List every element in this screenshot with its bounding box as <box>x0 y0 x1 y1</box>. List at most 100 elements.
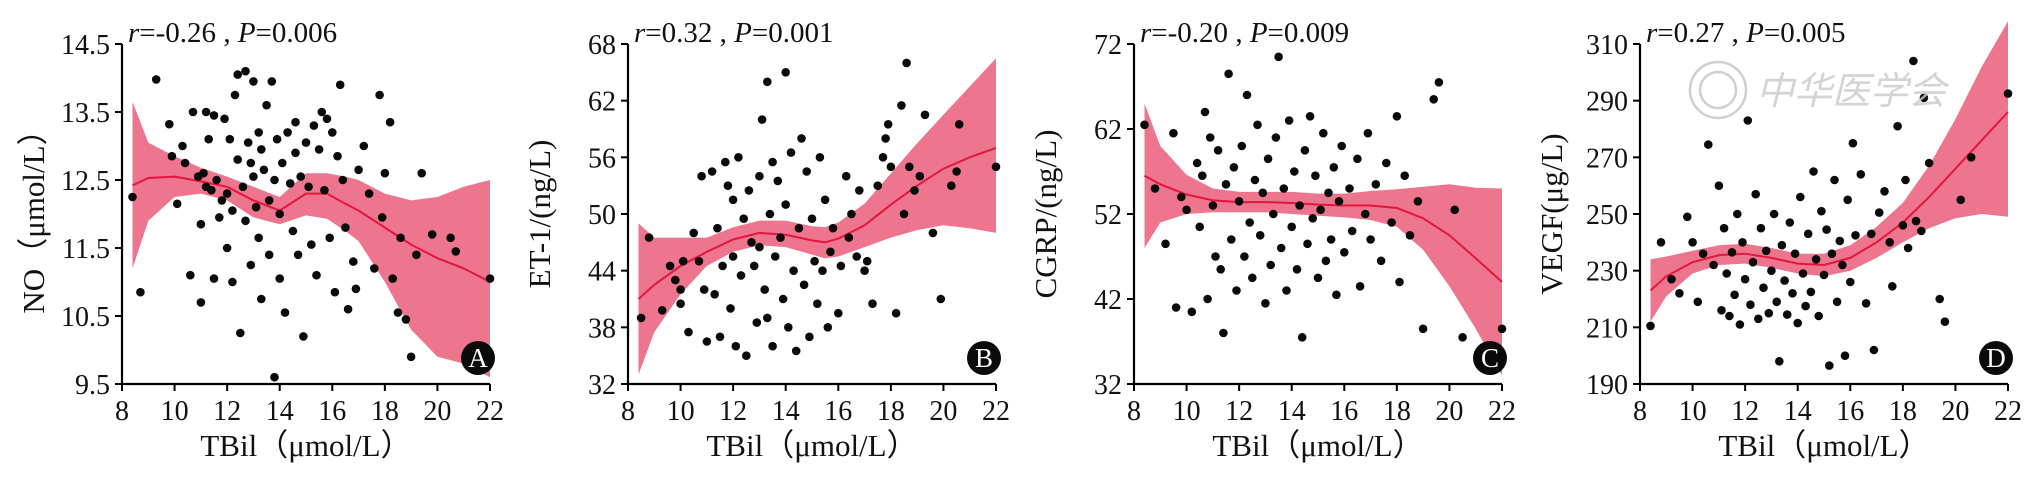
data-point <box>1150 184 1160 193</box>
y-tick-label: 62 <box>1094 115 1122 146</box>
stat-annotation: r=0.27 , P=0.005 <box>1646 17 1845 49</box>
data-point <box>1840 351 1850 361</box>
data-point <box>805 332 814 342</box>
data-point <box>1656 238 1666 247</box>
data-point <box>1224 69 1233 79</box>
data-point <box>1195 222 1204 232</box>
data-point <box>1248 273 1257 283</box>
x-tick-label: 14 <box>772 396 800 427</box>
data-point <box>1880 187 1889 196</box>
data-point <box>278 158 287 168</box>
data-point <box>222 189 232 198</box>
stat-stat-sep: , <box>712 17 734 49</box>
data-point <box>349 257 358 266</box>
data-point <box>1295 201 1304 210</box>
data-point <box>1735 320 1745 329</box>
data-point <box>1751 189 1760 199</box>
data-point <box>1355 282 1365 291</box>
stat-stat-p-value: =0.001 <box>752 17 834 49</box>
data-point <box>1917 226 1926 236</box>
data-point <box>1775 357 1784 366</box>
data-point <box>201 107 211 117</box>
stat-annotation: r=-0.26 , P=0.006 <box>128 17 337 49</box>
y-tick-label: 44 <box>588 257 616 288</box>
y-tick-label: 310 <box>1586 30 1628 61</box>
data-point <box>1746 300 1755 310</box>
data-point <box>671 275 680 285</box>
x-tick-label: 16 <box>1836 396 1864 427</box>
x-tick-label: 8 <box>621 396 635 427</box>
data-point <box>1290 167 1299 176</box>
data-point <box>1200 107 1210 117</box>
x-tick-label: 16 <box>824 396 852 427</box>
data-point <box>359 141 369 151</box>
data-point <box>1780 276 1789 285</box>
data-point <box>1227 235 1236 244</box>
data-point <box>338 175 348 185</box>
data-point <box>1733 209 1742 219</box>
panel-badge-label: A <box>468 343 488 373</box>
data-point <box>1187 307 1197 317</box>
stat-stat-sep: , <box>1724 17 1746 49</box>
x-tick-label: 10 <box>1679 396 1707 427</box>
data-point <box>752 318 762 327</box>
data-point <box>910 186 919 195</box>
x-tick-label: 16 <box>318 396 346 427</box>
x-tick-label: 12 <box>1225 396 1253 427</box>
data-point <box>1777 240 1787 250</box>
data-point <box>1319 128 1328 138</box>
data-point <box>1282 286 1291 295</box>
y-axis-label: CGRP/(ng/L) <box>1028 130 1063 299</box>
data-point <box>1785 218 1795 227</box>
data-point <box>736 271 746 280</box>
data-point <box>1276 243 1286 253</box>
data-point <box>1353 154 1362 164</box>
data-point <box>1909 56 1918 66</box>
x-tick-label: 16 <box>1330 396 1358 427</box>
data-point <box>172 199 182 209</box>
y-axis-label: ET-1/(ng/L) <box>522 140 557 289</box>
data-point <box>1885 238 1894 247</box>
data-point <box>280 308 290 317</box>
y-tick-label: 32 <box>1094 370 1122 401</box>
data-point <box>291 117 300 127</box>
data-point <box>1761 246 1771 256</box>
data-point <box>1803 229 1813 239</box>
y-tick-label: 13.5 <box>61 98 110 129</box>
data-point <box>196 298 206 307</box>
data-point <box>1292 265 1302 274</box>
data-point <box>1817 206 1826 216</box>
data-point <box>1743 116 1753 125</box>
data-point <box>1324 188 1333 198</box>
data-point <box>312 270 321 280</box>
data-point <box>186 270 195 280</box>
fit-line <box>132 175 491 283</box>
data-point <box>246 260 256 270</box>
data-point <box>317 107 327 117</box>
data-point <box>794 223 804 233</box>
data-point <box>1497 324 1507 334</box>
data-point <box>249 77 258 86</box>
data-point <box>1940 317 1950 327</box>
data-point <box>215 213 224 222</box>
data-point <box>393 308 403 317</box>
x-tick-label: 12 <box>719 396 747 427</box>
data-point <box>1161 239 1170 249</box>
data-point <box>1321 256 1331 266</box>
data-point <box>406 352 416 362</box>
data-point <box>238 182 248 192</box>
data-point <box>947 181 956 190</box>
data-point <box>1846 277 1855 287</box>
data-point <box>1340 248 1349 257</box>
data-point <box>770 252 780 261</box>
data-point <box>699 285 709 294</box>
data-point <box>728 195 738 205</box>
data-point <box>1326 235 1336 244</box>
data-point <box>209 274 219 283</box>
data-point <box>1171 303 1181 312</box>
data-point <box>309 121 319 130</box>
data-point <box>1269 209 1278 219</box>
data-point <box>1782 310 1792 319</box>
x-tick-label: 12 <box>1731 396 1759 427</box>
data-point <box>1764 308 1774 318</box>
